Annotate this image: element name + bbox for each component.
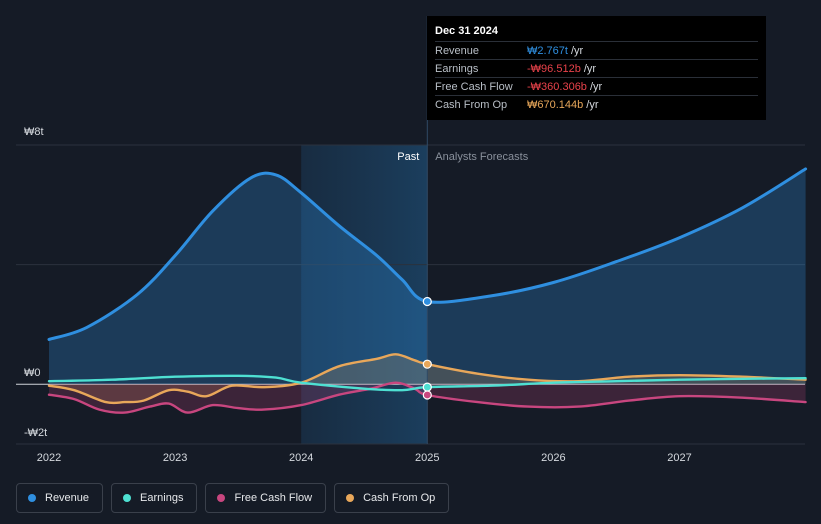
legend-label: Revenue xyxy=(45,492,90,504)
tooltip-row-earnings: Earnings -₩96.512b /yr xyxy=(435,59,758,77)
series-line-free-cash-flow xyxy=(47,381,807,414)
series-line-cash-from-op xyxy=(47,353,807,405)
tooltip: Dec 31 2024 Revenue ₩2.767t /yr Earnings… xyxy=(427,16,766,120)
tooltip-label: Cash From Op xyxy=(435,98,508,111)
past-band xyxy=(301,145,428,444)
tooltip-label: Earnings xyxy=(435,62,479,75)
legend-item-earnings[interactable]: Earnings xyxy=(111,483,198,513)
x-tick-label: 2022 xyxy=(37,452,61,464)
grid-lines xyxy=(16,144,805,445)
highlight-point-earnings xyxy=(422,382,432,392)
legend-label: Free Cash Flow xyxy=(234,492,313,504)
x-tick-label: 2026 xyxy=(541,452,565,464)
tooltip-value: ₩670.144b xyxy=(527,98,584,111)
tooltip-label: Free Cash Flow xyxy=(435,80,513,93)
axis-labels: ₩8t ₩0 -₩2t 2022 2023 2024 2025 2026 2027 xyxy=(24,126,692,464)
legend-label: Earnings xyxy=(140,492,184,504)
series-line-revenue xyxy=(47,167,808,341)
legend-item-revenue[interactable]: Revenue xyxy=(16,483,104,513)
series-line-earnings xyxy=(47,374,807,392)
tooltip-value: ₩2.767t xyxy=(527,44,568,57)
tooltip-label: Revenue xyxy=(435,44,480,57)
tooltip-unit: /yr xyxy=(583,62,597,75)
legend: Revenue Earnings Free Cash Flow Cash Fro… xyxy=(16,483,450,513)
highlight-point-cash-from-op xyxy=(422,359,432,369)
forecast-label: Analysts Forecasts xyxy=(435,151,528,163)
legend-dot-icon xyxy=(28,494,36,502)
y-tick-label: ₩0 xyxy=(24,367,41,379)
y-tick-label: -₩2t xyxy=(24,427,47,439)
tooltip-row-cash-from-op: Cash From Op ₩670.144b /yr xyxy=(435,95,758,113)
tooltip-unit: /yr xyxy=(570,44,584,57)
series-lines xyxy=(47,167,808,414)
x-tick-label: 2024 xyxy=(289,452,313,464)
highlight-point-revenue xyxy=(422,296,432,307)
highlight-points xyxy=(422,296,432,400)
tooltip-value: -₩96.512b xyxy=(527,62,581,75)
tooltip-date: Dec 31 2024 xyxy=(435,25,498,37)
y-tick-label: ₩8t xyxy=(24,126,44,138)
series-fill-free-cash-flow xyxy=(49,382,806,413)
tooltip-unit: /yr xyxy=(589,80,603,93)
past-label: Past xyxy=(397,151,419,163)
legend-item-cash-from-op[interactable]: Cash From Op xyxy=(334,483,450,513)
tooltip-row-revenue: Revenue ₩2.767t /yr xyxy=(435,41,758,59)
tooltip-row-free-cash-flow: Free Cash Flow -₩360.306b /yr xyxy=(435,77,758,95)
x-tick-label: 2023 xyxy=(163,452,187,464)
legend-dot-icon xyxy=(123,494,132,502)
tooltip-unit: /yr xyxy=(586,98,599,111)
x-tick-label: 2025 xyxy=(415,452,439,464)
series-fill-revenue xyxy=(49,168,806,385)
highlight-point-free-cash-flow xyxy=(422,390,432,400)
legend-item-free-cash-flow[interactable]: Free Cash Flow xyxy=(205,483,327,513)
legend-label: Cash From Op xyxy=(363,492,436,504)
tooltip-value: -₩360.306b xyxy=(527,80,587,93)
x-tick-label: 2027 xyxy=(667,452,691,464)
legend-dot-icon xyxy=(217,494,226,502)
legend-dot-icon xyxy=(346,494,355,502)
